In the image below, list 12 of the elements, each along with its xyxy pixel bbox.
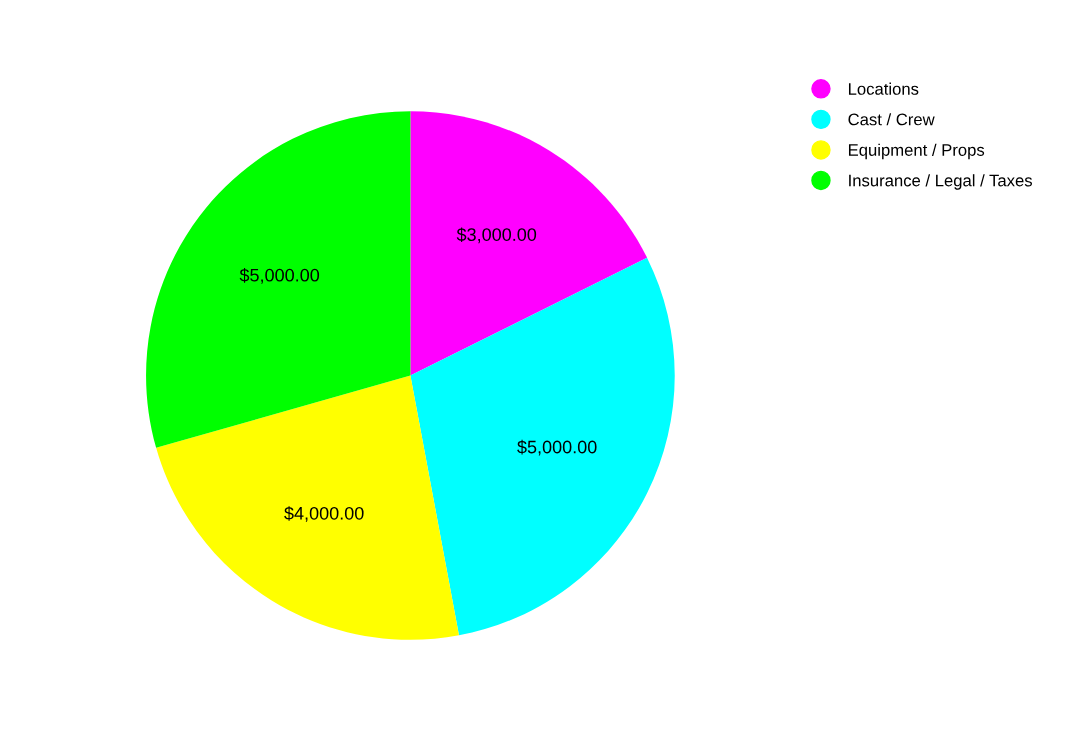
pie-slice	[410, 111, 648, 376]
pie-slice	[410, 257, 675, 636]
data-label: $3,000.00	[456, 227, 537, 244]
legend-label: Cast / Crew	[848, 113, 935, 126]
data-label: $5,000.00	[517, 439, 597, 456]
legend-label: Locations	[848, 82, 919, 95]
legend-label: Insurance / Legal / Taxes	[849, 174, 1033, 190]
pie-slice	[156, 375, 459, 640]
data-label: $4,000.00	[284, 506, 364, 522]
pie-slice	[146, 111, 411, 448]
legend-label: Equipment / Props	[848, 143, 985, 160]
data-label: $5,000.00	[239, 268, 320, 284]
